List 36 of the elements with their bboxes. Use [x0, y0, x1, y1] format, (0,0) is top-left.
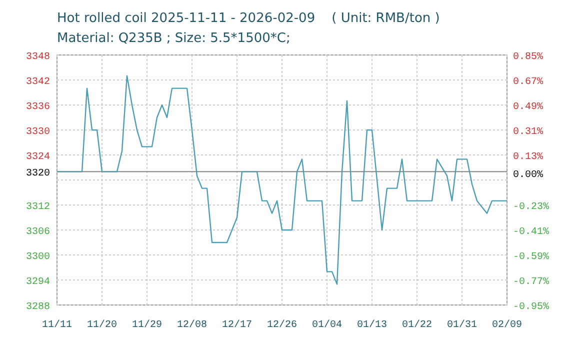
- y-tick-label: 3306: [26, 227, 50, 238]
- y2-tick-label: 0.31%: [513, 127, 544, 138]
- y-tick-label: 3330: [26, 127, 50, 138]
- y-tick-label: 3324: [26, 152, 50, 163]
- x-tick-label: 01/31: [446, 319, 478, 331]
- x-tick-label: 01/13: [356, 319, 388, 331]
- y-tick-label: 3320: [26, 168, 50, 180]
- y2-tick-label: -0.23%: [513, 202, 550, 213]
- y2-tick-label: 0.85%: [513, 52, 544, 63]
- x-tick-label: 11/11: [42, 319, 72, 331]
- x-tick-label: 12/08: [176, 319, 208, 331]
- y-tick-label: 3294: [26, 277, 50, 288]
- x-tick-label: 11/29: [132, 319, 162, 331]
- y-tick-label: 3312: [26, 202, 50, 213]
- y2-tick-label: -0.59%: [513, 252, 550, 263]
- y2-tick-label: 0.49%: [513, 102, 544, 113]
- y-tick-label: 3336: [26, 102, 50, 113]
- x-tick-label: 01/22: [402, 319, 432, 331]
- chart-title: Hot rolled coil 2025-11-11 - 2026-02-09 ( Unit: RMB/ton ): [57, 11, 440, 26]
- y-tick-label: 3342: [26, 77, 50, 88]
- y2-tick-label: -0.77%: [513, 277, 550, 288]
- y2-tick-label: -0.95%: [513, 302, 550, 313]
- y2-tick-label: 0.00%: [513, 170, 544, 182]
- line-series: [56, 75, 508, 285]
- x-tick-label: 12/17: [222, 319, 252, 331]
- chart-subtitle: Material: Q235B ; Size: 5.5*1500*C;: [57, 31, 290, 46]
- y-tick-label: 3288: [26, 302, 50, 313]
- y-tick-label: 3348: [26, 52, 50, 63]
- x-tick-label: 02/09: [492, 319, 522, 331]
- x-tick-label: 01/04: [312, 319, 342, 331]
- y2-tick-label: 0.67%: [513, 77, 544, 88]
- x-tick-label: 12/26: [266, 319, 298, 331]
- y-tick-label: 3300: [26, 252, 50, 263]
- y2-tick-label: 0.13%: [513, 152, 544, 163]
- y2-tick-label: -0.41%: [513, 227, 550, 238]
- x-tick-label: 11/20: [86, 319, 118, 331]
